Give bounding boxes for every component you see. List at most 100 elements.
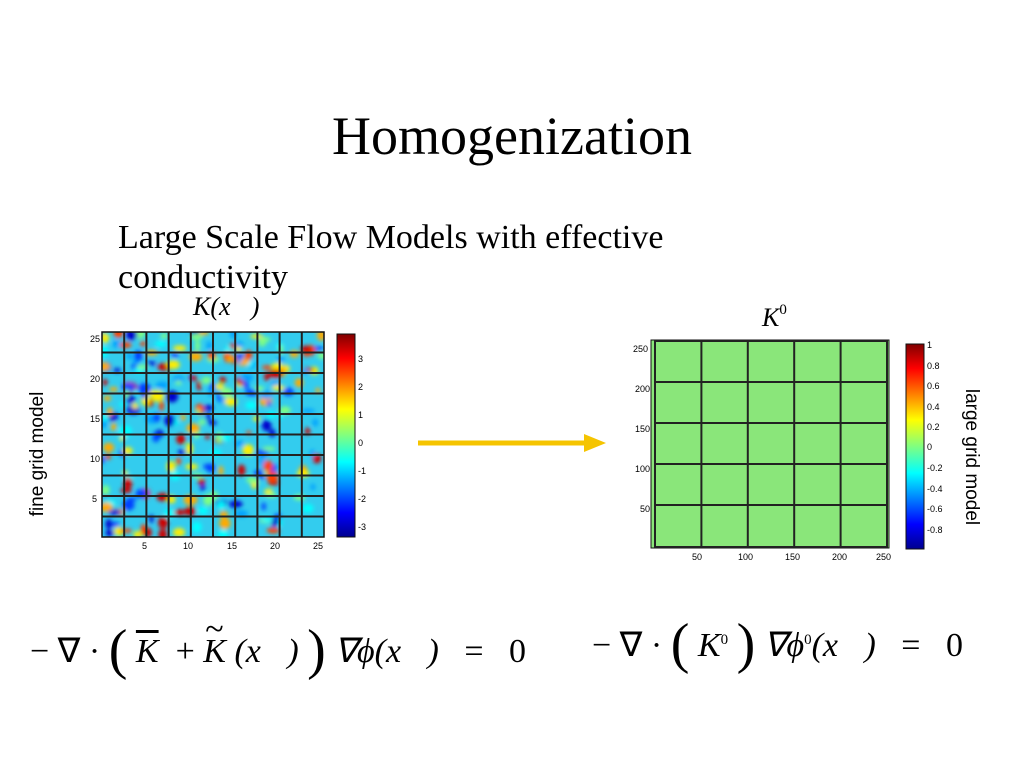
field-blob: [302, 503, 314, 513]
field-blob: [119, 528, 133, 533]
eq-left-grad: ∇ϕ(x⃗): [334, 633, 439, 670]
eq-right-k-sup: 0: [720, 632, 729, 648]
field-blob: [102, 485, 110, 496]
field-blob: [105, 518, 112, 530]
field-blob: [176, 457, 182, 466]
large-x-tick: 100: [738, 552, 754, 562]
field-blob: [189, 352, 203, 362]
field-blob: [305, 427, 311, 436]
field-blob: [236, 352, 244, 361]
field-blob: [172, 527, 186, 537]
field-blob: [194, 340, 200, 352]
field-blob: [176, 433, 186, 445]
field-blob: [156, 492, 169, 502]
large-permeability-field: [650, 339, 890, 549]
eq-right-equals: =: [901, 627, 921, 664]
field-blob: [237, 464, 246, 477]
field-blob: [150, 390, 165, 402]
fine-colorbar-tick: 3: [358, 354, 364, 364]
field-blob: [102, 421, 108, 428]
field-blob: [260, 336, 271, 342]
field-blob: [160, 333, 168, 339]
page-title: Homogenization: [332, 106, 692, 166]
fine-colorbar-tick: 0: [358, 438, 364, 448]
large-colorbar-tick: 0.8: [927, 361, 940, 371]
field-blob: [126, 497, 138, 502]
field-blob: [205, 434, 210, 440]
field-blob: [237, 358, 242, 365]
field-blob: [219, 434, 231, 442]
field-blob: [270, 516, 279, 527]
eq-right-lead: − ∇ ·: [592, 627, 663, 664]
field-blob: [155, 381, 169, 389]
field-blob: [198, 419, 206, 426]
field-blob: [102, 378, 108, 386]
fine-x-tick: 10: [183, 541, 194, 551]
field-blob: [317, 351, 324, 360]
large-colorbar-tick: -0.6: [927, 504, 943, 514]
large-colorbar-tick: -0.4: [927, 484, 943, 494]
fine-permeability-field: [101, 331, 325, 538]
field-blob: [261, 365, 273, 370]
field-blob: [119, 341, 132, 348]
field-blob: [152, 431, 160, 443]
field-blob: [206, 341, 212, 351]
field-blob: [235, 440, 244, 447]
field-blob: [261, 419, 272, 432]
eq-right-k: K: [697, 627, 721, 664]
field-blob: [157, 516, 169, 529]
field-blob: [263, 460, 273, 472]
field-blob: [224, 397, 238, 406]
eq-left-ktilde: ~ K: [203, 611, 226, 670]
fine-y-tick: 25: [90, 334, 101, 344]
fine-y-tick: 10: [90, 454, 101, 464]
field-blob: [312, 418, 319, 427]
field-blob: [195, 408, 201, 415]
fine-x-tick: 20: [270, 541, 281, 551]
field-blob: [110, 422, 117, 431]
field-blob: [201, 376, 212, 384]
field-blob: [158, 528, 168, 537]
field-blob: [113, 526, 124, 537]
fine-colorbar-tick: -1: [358, 466, 367, 476]
field-blob: [216, 431, 223, 444]
transform-arrow: [418, 434, 606, 452]
field-blob: [108, 509, 122, 515]
eq-left-lead: − ∇ ·: [30, 633, 101, 670]
large-y-tick: 100: [635, 464, 651, 474]
fine-colorbar-tick: 1: [358, 410, 364, 420]
field-blob: [262, 517, 274, 522]
field-blob: [141, 393, 147, 400]
field-blob: [246, 476, 260, 484]
large-x-tick: 250: [876, 552, 892, 562]
field-blob: [226, 355, 235, 362]
field-blob: [122, 500, 135, 511]
field-blob: [136, 364, 149, 370]
field-blob: [102, 362, 111, 372]
field-blob: [277, 355, 285, 363]
eq-left-rhs: 0: [509, 633, 527, 670]
field-blob: [269, 428, 276, 438]
field-blob: [102, 442, 115, 453]
field-blob: [175, 380, 182, 386]
field-blob: [265, 470, 279, 483]
field-blob: [200, 483, 205, 491]
field-blob: [123, 477, 133, 489]
field-blob: [102, 332, 110, 344]
field-blob: [266, 527, 280, 534]
field-blob: [102, 414, 109, 421]
field-blob: [105, 529, 115, 537]
field-blob: [109, 387, 118, 392]
large-y-tick: 250: [633, 344, 649, 354]
field-blob: [225, 345, 232, 354]
large-colorbar-tick: -0.8: [927, 525, 943, 535]
fine-x-tick: 5: [142, 541, 148, 551]
large-colorbar-tick: 0.2: [927, 422, 940, 432]
large-colorbar-tick: 0: [927, 442, 933, 452]
field-blob: [113, 332, 124, 339]
k0-sup: 0: [779, 302, 787, 318]
large-x-tick: 50: [692, 552, 703, 562]
field-blob: [154, 340, 167, 347]
field-blob: [234, 346, 243, 353]
